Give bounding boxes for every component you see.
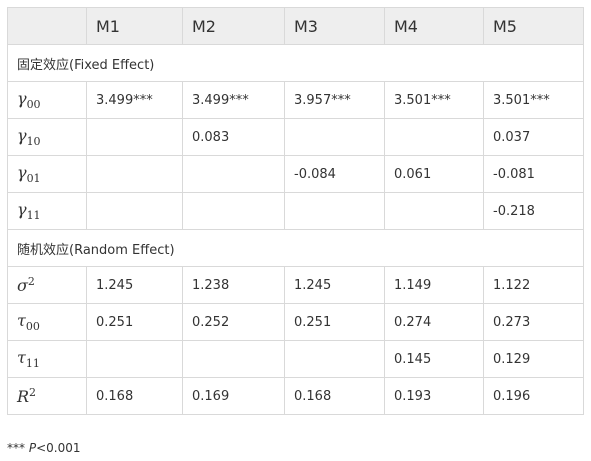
table-row: R2 0.168 0.169 0.168 0.193 0.196 [7, 377, 584, 415]
cell-m4: 0.274 [384, 303, 484, 341]
cell-m5: -0.081 [483, 155, 584, 193]
cell-m3: -0.084 [284, 155, 385, 193]
symbol-superscript: 2 [29, 386, 37, 399]
section-title: 随机效应(Random Effect) [7, 229, 584, 267]
parameter-symbol: R2 [17, 386, 37, 406]
parameter-symbol: γ11 [17, 200, 41, 222]
cell-m4: 3.501*** [384, 81, 484, 119]
cell-m3: 1.245 [284, 266, 385, 304]
header-m5: M5 [483, 7, 584, 45]
cell-m4 [384, 192, 484, 230]
results-table: M1 M2 M3 M4 M5 固定效应(Fixed Effect) γ00 3.49… [7, 7, 584, 415]
symbol-subscript: 01 [26, 172, 41, 185]
cell-m4: 0.061 [384, 155, 484, 193]
row-label: τ00 [7, 303, 87, 341]
table-row: γ00 3.499*** 3.499*** 3.957*** 3.501*** 3.501… [7, 81, 584, 119]
cell-m5: 3.501*** [483, 81, 584, 119]
cell-m4: 1.149 [384, 266, 484, 304]
table-body: 固定效应(Fixed Effect) γ00 3.499*** 3.499*** 3.9… [7, 44, 584, 415]
cell-m4: 0.193 [384, 377, 484, 415]
cell-m5: 0.196 [483, 377, 584, 415]
header-m3: M3 [284, 7, 385, 45]
parameter-symbol: γ00 [17, 89, 41, 111]
row-label: γ10 [7, 118, 87, 156]
parameter-symbol: γ10 [17, 126, 41, 148]
row-label: R2 [7, 377, 87, 415]
symbol-letter: γ [17, 163, 27, 182]
symbol-letter: τ [17, 311, 26, 330]
symbol-letter: σ [17, 276, 28, 295]
symbol-superscript: 2 [27, 275, 35, 288]
symbol-letter: γ [17, 89, 27, 108]
cell-m3: 3.957*** [284, 81, 385, 119]
symbol-letter: τ [17, 348, 26, 367]
cell-m1: 3.499*** [86, 81, 183, 119]
section-row: 固定效应(Fixed Effect) [7, 44, 584, 82]
cell-m5: 0.129 [483, 340, 584, 378]
cell-m3: 0.251 [284, 303, 385, 341]
symbol-subscript: 00 [25, 320, 40, 333]
table-row: γ11 -0.218 [7, 192, 584, 230]
section-row: 随机效应(Random Effect) [7, 229, 584, 267]
cell-m3 [284, 118, 385, 156]
cell-m4 [384, 118, 484, 156]
section-title: 固定效应(Fixed Effect) [7, 44, 584, 82]
row-label: γ11 [7, 192, 87, 230]
header-m1: M1 [86, 7, 183, 45]
parameter-symbol: τ11 [17, 348, 40, 370]
parameter-symbol: γ01 [17, 163, 41, 185]
cell-m4: 0.145 [384, 340, 484, 378]
cell-m5: 0.037 [483, 118, 584, 156]
table-row: τ00 0.251 0.252 0.251 0.274 0.273 [7, 303, 584, 341]
table-row: γ10 0.083 0.037 [7, 118, 584, 156]
table-row: γ01 -0.084 0.061 -0.081 [7, 155, 584, 193]
symbol-subscript: 10 [26, 135, 41, 148]
row-label: γ00 [7, 81, 87, 119]
cell-m2 [182, 340, 285, 378]
symbol-letter: R [17, 387, 30, 406]
cell-m1 [86, 155, 183, 193]
parameter-symbol: τ00 [17, 311, 40, 333]
cell-m2 [182, 192, 285, 230]
cell-m2 [182, 155, 285, 193]
cell-m5: -0.218 [483, 192, 584, 230]
cell-m2: 0.083 [182, 118, 285, 156]
row-label: σ2 [7, 266, 87, 304]
row-label: τ11 [7, 340, 87, 378]
cell-m1: 0.168 [86, 377, 183, 415]
cell-m3 [284, 340, 385, 378]
cell-m1: 1.245 [86, 266, 183, 304]
footnote-p: P [28, 441, 37, 455]
symbol-subscript: 00 [26, 98, 41, 111]
cell-m2: 0.252 [182, 303, 285, 341]
symbol-letter: γ [17, 126, 27, 145]
header-m2: M2 [182, 7, 285, 45]
cell-m2: 3.499*** [182, 81, 285, 119]
parameter-symbol: σ2 [17, 275, 35, 295]
header-m4: M4 [384, 7, 484, 45]
header-row: M1 M2 M3 M4 M5 [7, 7, 584, 45]
table-row: τ11 0.145 0.129 [7, 340, 584, 378]
footnote-stars: *** [7, 441, 25, 455]
cell-m5: 1.122 [483, 266, 584, 304]
row-label: γ01 [7, 155, 87, 193]
footnote: *** P<0.001 [7, 441, 81, 455]
cell-m1 [86, 340, 183, 378]
cell-m3 [284, 192, 385, 230]
symbol-subscript: 11 [26, 209, 41, 222]
cell-m2: 1.238 [182, 266, 285, 304]
cell-m1: 0.251 [86, 303, 183, 341]
symbol-subscript: 11 [25, 357, 40, 370]
cell-m3: 0.168 [284, 377, 385, 415]
table-row: σ2 1.245 1.238 1.245 1.149 1.122 [7, 266, 584, 304]
cell-m1 [86, 118, 183, 156]
symbol-letter: γ [17, 200, 27, 219]
footnote-threshold: <0.001 [36, 441, 81, 455]
cell-m1 [86, 192, 183, 230]
cell-m2: 0.169 [182, 377, 285, 415]
header-corner [7, 7, 87, 45]
cell-m5: 0.273 [483, 303, 584, 341]
